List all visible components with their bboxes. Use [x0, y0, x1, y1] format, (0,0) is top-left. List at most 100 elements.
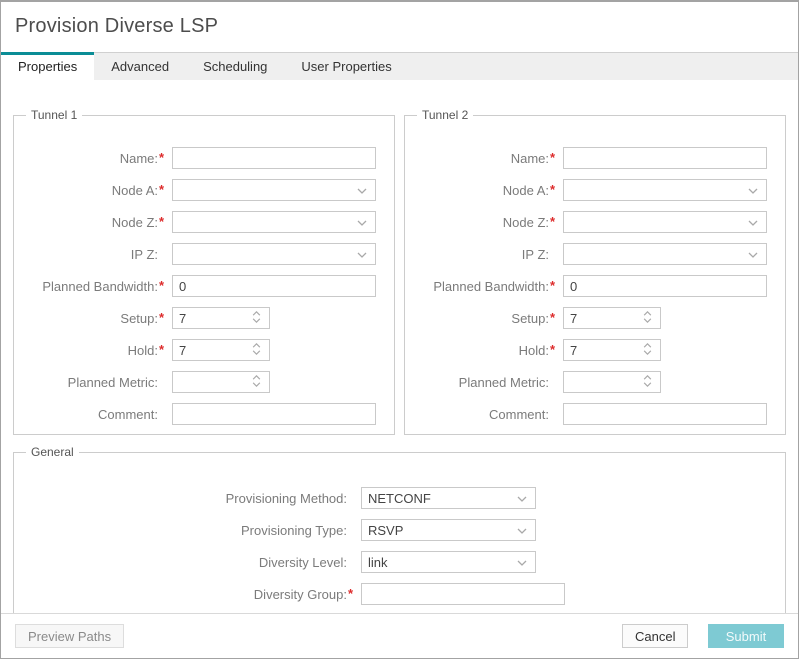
chevron-down-icon[interactable]	[748, 220, 758, 226]
tunnel-2-legend: Tunnel 2	[422, 108, 469, 122]
spinner-controls	[252, 311, 261, 323]
chevron-up-icon[interactable]	[643, 343, 652, 348]
chevron-down-icon[interactable]	[748, 188, 758, 194]
chevron-up-icon[interactable]	[643, 375, 652, 380]
chevron-down-icon[interactable]	[357, 188, 367, 194]
chevron-down-icon[interactable]	[643, 350, 652, 355]
required-marker: *	[550, 182, 556, 197]
field-label: Comment:	[489, 406, 549, 422]
tunnel-1-fieldset: Tunnel 1 Name: * Node A: * Node Z: *	[13, 108, 395, 435]
required-marker: *	[348, 586, 354, 601]
chevron-down-icon[interactable]	[517, 528, 527, 534]
spinner-controls	[252, 375, 261, 387]
required-marker: *	[159, 278, 165, 293]
field-label: IP Z:	[130, 246, 158, 262]
field-label: Hold: *	[413, 343, 558, 358]
diversity-group-input[interactable]	[361, 583, 565, 605]
field-label: Diversity Level:	[258, 554, 347, 570]
form-row: Hold: * 7	[22, 339, 386, 361]
provisioning-type-select[interactable]: RSVP	[361, 519, 536, 541]
chevron-down-icon[interactable]	[357, 252, 367, 258]
tunnel2-node-a-select[interactable]	[563, 179, 767, 201]
general-legend: General	[31, 445, 74, 459]
chevron-down-icon[interactable]	[252, 318, 261, 323]
field-label: Node A: *	[413, 183, 558, 198]
tunnel2-name-input[interactable]	[563, 147, 767, 169]
tunnel1-planned-bandwidth-input[interactable]	[172, 275, 376, 297]
cancel-button[interactable]: Cancel	[622, 624, 688, 648]
tunnel2-comment-input[interactable]	[563, 403, 767, 425]
tunnel2-hold-spinner[interactable]: 7	[563, 339, 661, 361]
field-label: Node Z: *	[22, 215, 167, 230]
form-row: Planned Bandwidth: *	[413, 275, 777, 297]
tunnel1-ip-z-select[interactable]	[172, 243, 376, 265]
tunnel2-ip-z-select[interactable]	[563, 243, 767, 265]
field-label: Planned Metric:	[458, 374, 549, 390]
chevron-down-icon[interactable]	[252, 350, 261, 355]
dialog-header: Provision Diverse LSP	[1, 2, 798, 52]
required-marker: *	[550, 150, 556, 165]
chevron-down-icon[interactable]	[748, 252, 758, 258]
field-label: Name: *	[22, 151, 167, 166]
tunnel1-node-a-select[interactable]	[172, 179, 376, 201]
form-row: Planned Metric:	[22, 371, 386, 393]
submit-button[interactable]: Submit	[708, 624, 784, 648]
form-row: Setup: * 7	[413, 307, 777, 329]
tunnel1-setup-spinner[interactable]: 7	[172, 307, 270, 329]
preview-paths-button[interactable]: Preview Paths	[15, 624, 125, 648]
form-row: Planned Bandwidth: *	[22, 275, 386, 297]
chevron-down-icon[interactable]	[517, 560, 527, 566]
diversity-level-select[interactable]: link	[361, 551, 536, 573]
footer-actions: Cancel Submit	[622, 624, 784, 648]
field-label: Provisioning Method:	[225, 490, 347, 506]
form-row: Node Z: *	[413, 211, 777, 233]
field-label: Comment:	[98, 406, 158, 422]
tunnels-row: Tunnel 1 Name: * Node A: * Node Z: *	[13, 108, 786, 435]
tunnel2-setup-spinner[interactable]: 7	[563, 307, 661, 329]
tab-scheduling[interactable]: Scheduling	[203, 59, 268, 74]
chevron-up-icon[interactable]	[252, 375, 261, 380]
tunnel-1-legend: Tunnel 1	[31, 108, 78, 122]
field-label: Name: *	[413, 151, 558, 166]
form-row: Setup: * 7	[22, 307, 386, 329]
tunnel1-comment-input[interactable]	[172, 403, 376, 425]
chevron-down-icon[interactable]	[517, 496, 527, 502]
tab-advanced[interactable]: Advanced	[111, 59, 170, 74]
tunnel1-node-z-select[interactable]	[172, 211, 376, 233]
tunnel1-name-input[interactable]	[172, 147, 376, 169]
required-marker: *	[159, 214, 165, 229]
chevron-up-icon[interactable]	[643, 311, 652, 316]
tunnel1-hold-spinner[interactable]: 7	[172, 339, 270, 361]
spinner-controls	[252, 343, 261, 355]
form-row: Name: *	[22, 147, 386, 169]
form-row: Node Z: *	[22, 211, 386, 233]
form-row: Hold: * 7	[413, 339, 777, 361]
field-label: IP Z:	[521, 246, 549, 262]
chevron-up-icon[interactable]	[252, 343, 261, 348]
tunnel2-planned-bandwidth-input[interactable]	[563, 275, 767, 297]
tunnel2-planned-metric-spinner[interactable]	[563, 371, 661, 393]
page-title: Provision Diverse LSP	[15, 15, 219, 37]
provisioning-method-select[interactable]: NETCONF	[361, 487, 536, 509]
spinner-controls	[643, 343, 652, 355]
required-marker: *	[159, 342, 165, 357]
chevron-down-icon[interactable]	[252, 382, 261, 387]
tunnel1-planned-metric-spinner[interactable]	[172, 371, 270, 393]
field-label: Setup: *	[413, 311, 558, 326]
field-label: Planned Bandwidth: *	[413, 279, 558, 294]
chevron-up-icon[interactable]	[252, 311, 261, 316]
chevron-down-icon[interactable]	[357, 220, 367, 226]
required-marker: *	[159, 150, 165, 165]
chevron-down-icon[interactable]	[643, 382, 652, 387]
form-row: Name: *	[413, 147, 777, 169]
field-label: Planned Bandwidth: *	[22, 279, 167, 294]
required-marker: *	[159, 310, 165, 325]
form-row: Comment:	[413, 403, 777, 425]
chevron-down-icon[interactable]	[643, 318, 652, 323]
field-label: Diversity Group: *	[22, 587, 356, 602]
footer-bar: Preview Paths Cancel Submit	[1, 613, 798, 658]
tunnel2-node-z-select[interactable]	[563, 211, 767, 233]
tab-properties[interactable]: Properties	[1, 52, 95, 80]
tab-bar: Properties Advanced Scheduling User Prop…	[1, 52, 798, 80]
tab-user-properties[interactable]: User Properties	[301, 59, 392, 74]
